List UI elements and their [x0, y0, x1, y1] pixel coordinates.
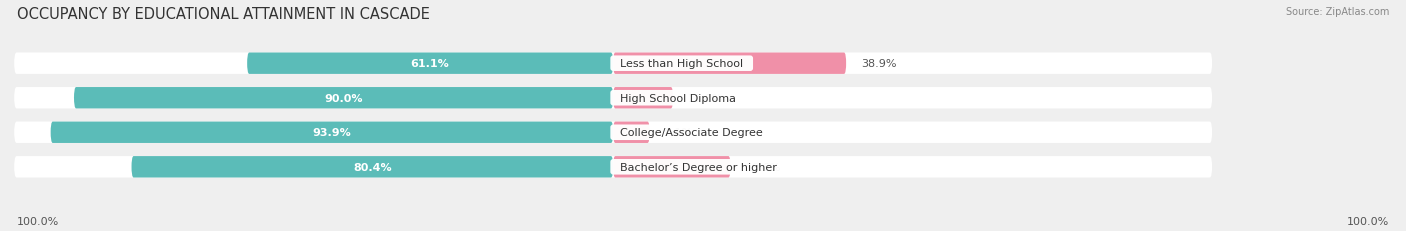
FancyBboxPatch shape: [14, 88, 1212, 109]
FancyBboxPatch shape: [247, 53, 613, 75]
FancyBboxPatch shape: [14, 53, 1212, 75]
FancyBboxPatch shape: [613, 88, 673, 109]
Text: 19.6%: 19.6%: [745, 162, 780, 172]
FancyBboxPatch shape: [14, 122, 1212, 143]
Text: Bachelor’s Degree or higher: Bachelor’s Degree or higher: [613, 162, 785, 172]
FancyBboxPatch shape: [75, 88, 613, 109]
Text: Source: ZipAtlas.com: Source: ZipAtlas.com: [1285, 7, 1389, 17]
Text: 100.0%: 100.0%: [17, 216, 59, 226]
Text: 61.1%: 61.1%: [411, 59, 450, 69]
FancyBboxPatch shape: [14, 156, 1212, 178]
Text: 10.0%: 10.0%: [688, 93, 723, 103]
Text: College/Associate Degree: College/Associate Degree: [613, 128, 770, 138]
Text: 80.4%: 80.4%: [353, 162, 392, 172]
FancyBboxPatch shape: [51, 122, 613, 143]
Text: 90.0%: 90.0%: [325, 93, 363, 103]
FancyBboxPatch shape: [613, 156, 731, 178]
Text: 38.9%: 38.9%: [860, 59, 897, 69]
Text: 100.0%: 100.0%: [1347, 216, 1389, 226]
FancyBboxPatch shape: [613, 53, 846, 75]
Text: High School Diploma: High School Diploma: [613, 93, 744, 103]
FancyBboxPatch shape: [613, 122, 650, 143]
Text: 6.1%: 6.1%: [665, 128, 693, 138]
Text: 93.9%: 93.9%: [312, 128, 352, 138]
Text: OCCUPANCY BY EDUCATIONAL ATTAINMENT IN CASCADE: OCCUPANCY BY EDUCATIONAL ATTAINMENT IN C…: [17, 7, 430, 22]
Text: Less than High School: Less than High School: [613, 59, 751, 69]
FancyBboxPatch shape: [132, 156, 613, 178]
